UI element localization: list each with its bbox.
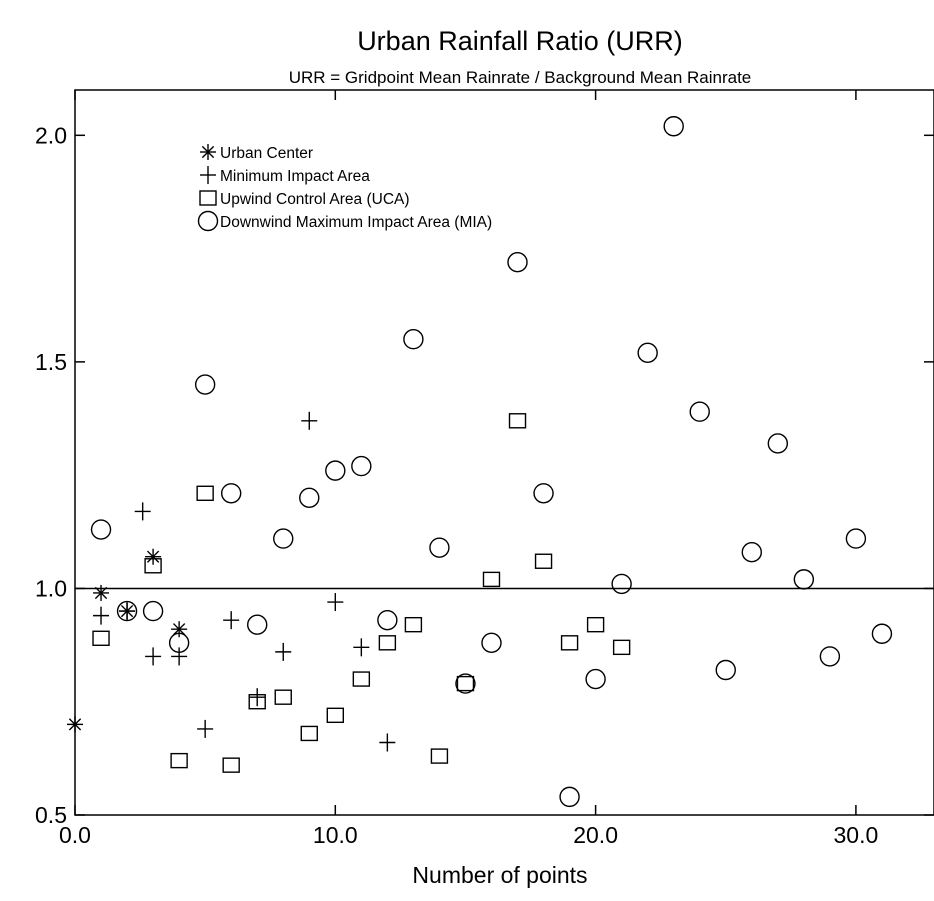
plus-point: [379, 733, 396, 752]
legend-label: Urban Center: [220, 145, 313, 162]
circle-point: [168, 632, 190, 654]
chart-subtitle: URR = Gridpoint Mean Rainrate / Backgrou…: [289, 68, 752, 87]
asterisk-point: [67, 716, 83, 733]
square-point: [274, 689, 292, 705]
legend-marker: [197, 210, 219, 232]
circle-point: [247, 614, 268, 635]
plus-point: [93, 606, 110, 625]
asterisk-point: [171, 621, 188, 638]
circle-point: [871, 623, 893, 644]
legend-label: Minimum Impact Area: [220, 168, 370, 185]
square-point: [482, 571, 501, 588]
square-point: [144, 558, 162, 574]
y-tick-label: 1.0: [35, 575, 67, 601]
circle-point: [793, 569, 815, 590]
circle-point: [299, 487, 320, 509]
x-tick-label: 30.0: [834, 822, 879, 848]
circle-point: [90, 519, 112, 540]
square-point: [248, 694, 266, 710]
square-point: [352, 671, 371, 687]
legend-marker: [199, 190, 217, 206]
x-tick-label: 10.0: [313, 822, 358, 848]
circle-point: [559, 786, 580, 808]
circle-point: [142, 600, 164, 622]
plot-frame: [74, 89, 934, 816]
legend-label: Downwind Maximum Impact Area (MIA): [220, 214, 492, 231]
square-point: [430, 748, 449, 764]
y-tick-label: 0.5: [35, 802, 67, 828]
circle-point: [715, 659, 736, 681]
square-point: [378, 635, 397, 651]
asterisk-point: [145, 548, 162, 565]
circle-point: [455, 673, 476, 694]
square-point: [92, 630, 110, 646]
circle-point: [533, 483, 554, 504]
circle-point: [429, 537, 450, 558]
plus-point: [353, 638, 370, 657]
asterisk-point: [93, 584, 110, 601]
plus-point: [327, 593, 344, 612]
x-axis-label: Number of points: [412, 862, 587, 888]
circle-point: [377, 609, 398, 631]
circle-point: [767, 433, 789, 454]
square-point: [170, 752, 188, 769]
chart-title: Urban Rainfall Ratio (URR): [357, 26, 683, 56]
circle-point: [845, 528, 867, 549]
circle-point: [507, 251, 528, 273]
circle-point: [689, 401, 710, 422]
circle-point: [403, 329, 424, 350]
square-point: [560, 635, 579, 651]
plus-point: [197, 719, 214, 738]
series-square: [92, 413, 631, 773]
plus-point: [249, 688, 266, 707]
plus-point: [119, 602, 136, 621]
circle-point: [637, 342, 658, 364]
circle-point: [325, 460, 346, 481]
series-plus: [93, 411, 396, 752]
y-tick-label: 1.5: [35, 349, 67, 375]
circle-point: [220, 483, 242, 504]
x-tick-label: 0.0: [59, 822, 91, 848]
circle-point: [819, 646, 841, 667]
square-point: [300, 725, 318, 742]
circle-point: [273, 528, 294, 549]
plus-point: [223, 611, 240, 630]
square-point: [326, 707, 345, 724]
plus-point: [134, 502, 151, 521]
square-point: [612, 639, 631, 656]
square-point: [508, 413, 527, 429]
square-point: [456, 675, 475, 692]
x-tick-label: 20.0: [573, 822, 618, 848]
square-point: [534, 553, 553, 569]
square-point: [404, 616, 423, 633]
circle-point: [481, 632, 502, 654]
circle-point: [585, 668, 606, 690]
circle-point: [351, 455, 372, 477]
plus-point: [171, 647, 188, 666]
circle-point: [741, 541, 762, 563]
square-point: [196, 485, 214, 501]
circle-point: [116, 600, 138, 622]
square-point: [222, 757, 240, 773]
y-tick-label: 2.0: [35, 122, 67, 148]
square-point: [586, 616, 605, 633]
circle-point: [611, 573, 632, 595]
plus-point: [145, 647, 162, 666]
plus-point: [275, 642, 292, 661]
legend-label: Upwind Control Area (UCA): [220, 191, 410, 208]
series-circle: [90, 116, 893, 808]
plus-point: [301, 411, 318, 430]
legend-marker: [200, 166, 216, 184]
legend-marker: [200, 144, 216, 160]
circle-point: [194, 374, 216, 395]
circle-point: [663, 116, 684, 137]
series-asterisk: [67, 548, 188, 733]
